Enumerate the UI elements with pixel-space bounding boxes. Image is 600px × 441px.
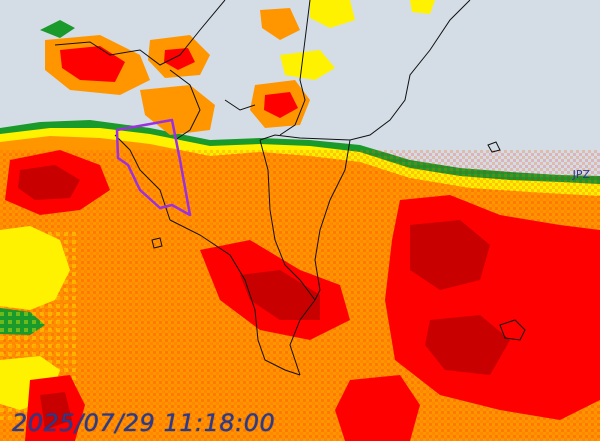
island-west (151, 237, 163, 249)
island-east (499, 319, 526, 341)
border-south (289, 299, 316, 376)
cell-north-2-red (164, 48, 195, 70)
coastline-north (54, 0, 226, 66)
red-core-east2 (410, 220, 490, 290)
border-inner-1 (224, 99, 256, 111)
timestamp-label: 2025/07/29 11:18:00 (12, 409, 276, 437)
warning-polygon (115, 118, 192, 217)
cell-north-7 (260, 8, 300, 40)
island-small (487, 141, 501, 153)
cell-north-6 (310, 0, 355, 28)
cell-north-1-green (40, 20, 75, 38)
red-core-east3 (425, 315, 510, 375)
red-core-south (335, 375, 420, 441)
cell-north-5 (280, 50, 335, 80)
coastline-bay (169, 69, 201, 141)
border-southwest (169, 219, 301, 376)
border-central-2 (314, 139, 351, 301)
coastline-east (259, 0, 471, 141)
cell-north-4-red (264, 92, 298, 118)
red-core-center2 (240, 270, 320, 320)
border-peninsula (279, 0, 311, 136)
border-central-1 (259, 139, 316, 301)
border-west (114, 134, 171, 221)
red-core-southwest2 (40, 392, 72, 430)
cell-north-8 (410, 0, 435, 14)
corner-label: JPZ (572, 168, 590, 181)
red-core-west2 (18, 165, 80, 200)
cell-north-1-red (60, 46, 125, 82)
admin-borders (54, 0, 526, 376)
